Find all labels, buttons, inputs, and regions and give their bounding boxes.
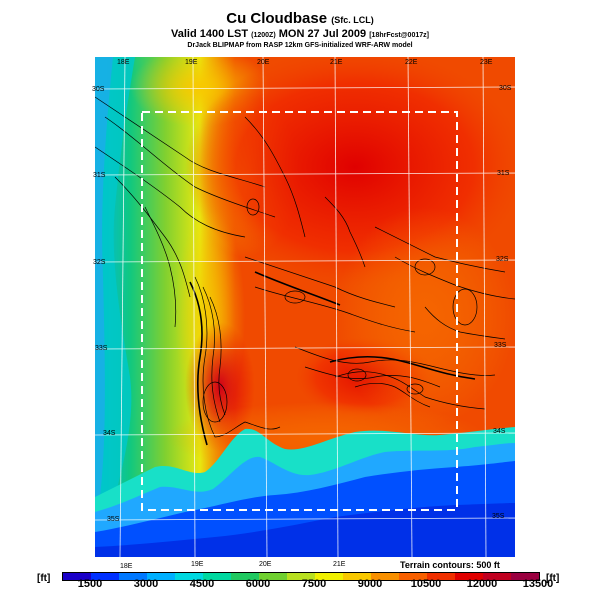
colorbar-tick-label: 6000 bbox=[245, 578, 271, 590]
colorbar-swatch bbox=[119, 573, 147, 580]
east-orange-zone bbox=[335, 207, 515, 427]
graticule bbox=[95, 57, 515, 557]
lat-label-left: 35S bbox=[107, 516, 120, 523]
lon-label-bottom: 18E bbox=[120, 563, 133, 570]
colorbar-swatch bbox=[427, 573, 455, 580]
lat-label-left: 33S bbox=[95, 345, 108, 352]
colorbar-swatch bbox=[63, 573, 91, 580]
colorbar-tick-label: 9000 bbox=[357, 578, 383, 590]
colorbar-tick-label: 3000 bbox=[133, 578, 159, 590]
title-subtext: (Sfc. LCL) bbox=[331, 15, 374, 25]
lat-label-right: 35S bbox=[492, 513, 505, 520]
lon-label-bottom: 19E bbox=[191, 561, 204, 568]
lat-label-right: 32S bbox=[496, 256, 509, 263]
colorbar-ticks: 1500 3000 4500 6000 7500 9000 10500 12000 13500 bbox=[62, 578, 554, 600]
lon-label-top: 20E bbox=[257, 59, 270, 66]
valid-time-text: Valid 1400 LST bbox=[171, 28, 249, 40]
valid-utc-code: (1200Z) bbox=[251, 32, 276, 39]
domain-boundary bbox=[141, 111, 458, 511]
colorbar-swatch bbox=[175, 573, 203, 580]
colorbar-swatch bbox=[203, 573, 231, 580]
lat-label-left: 30S bbox=[92, 86, 105, 93]
colorbar-swatch bbox=[399, 573, 427, 580]
lat-label-right: 33S bbox=[494, 342, 507, 349]
colorbar-swatch bbox=[147, 573, 175, 580]
forecast-tag: [18hrFcst@0017z] bbox=[369, 32, 429, 39]
lat-label-left: 31S bbox=[93, 172, 106, 179]
valid-time-line: Valid 1400 LST (1200Z) MON 27 Jul 2009 [… bbox=[0, 28, 600, 40]
colorbar-tick-label: 1500 bbox=[77, 578, 103, 590]
lat-label-left: 34S bbox=[103, 430, 116, 437]
terrain-contour-note: Terrain contours: 500 ft bbox=[400, 560, 500, 570]
colorbar-swatch bbox=[287, 573, 315, 580]
colorbar-tick-label: 12000 bbox=[466, 578, 498, 590]
lat-label-right: 31S bbox=[497, 170, 510, 177]
valid-date-text: MON 27 Jul 2009 bbox=[278, 28, 367, 40]
lat-label-left: 32S bbox=[93, 259, 106, 266]
colorbar-swatch bbox=[343, 573, 371, 580]
colorbar-unit-right: [ft] bbox=[546, 573, 560, 584]
lon-label-bottom: 20E bbox=[259, 561, 272, 568]
colorbar-swatch bbox=[315, 573, 343, 580]
west-coast-band bbox=[95, 57, 135, 497]
colorbar bbox=[62, 572, 540, 581]
colorbar-tick-label: 4500 bbox=[189, 578, 215, 590]
map-title: Cu Cloudbase (Sfc. LCL) bbox=[0, 10, 600, 27]
lat-label-right: 30S bbox=[499, 85, 512, 92]
lon-label-top: 23E bbox=[480, 59, 493, 66]
cloudbase-map bbox=[95, 57, 515, 557]
terrain-contours bbox=[95, 96, 515, 438]
lon-label-bottom: 21E bbox=[333, 561, 346, 568]
lon-label-top: 18E bbox=[117, 59, 130, 66]
model-description: DrJack BLIPMAP from RASP 12km GFS-initia… bbox=[187, 42, 413, 49]
colorbar-tick-label: 7500 bbox=[301, 578, 327, 590]
colorbar-swatch bbox=[371, 573, 399, 580]
colorbar-swatch bbox=[483, 573, 511, 580]
lon-label-top: 21E bbox=[330, 59, 343, 66]
west-coast-blue bbox=[95, 57, 113, 497]
colorbar-swatch bbox=[231, 573, 259, 580]
colorbar-swatch bbox=[259, 573, 287, 580]
title-text: Cu Cloudbase bbox=[226, 10, 328, 27]
colorbar-swatch bbox=[455, 573, 483, 580]
colorbar-tick-label: 10500 bbox=[410, 578, 442, 590]
map-canvas bbox=[95, 57, 515, 557]
colorbar-swatch bbox=[91, 573, 119, 580]
lon-label-top: 22E bbox=[405, 59, 418, 66]
colorbar-tick-label: 13500 bbox=[522, 578, 554, 590]
ocean-deep bbox=[95, 503, 515, 557]
colorbar-unit-left: [ft] bbox=[37, 573, 51, 584]
bold-contours bbox=[189, 271, 476, 446]
colorbar-swatch bbox=[511, 573, 539, 580]
lon-label-top: 19E bbox=[185, 59, 198, 66]
lat-label-right: 34S bbox=[493, 428, 506, 435]
